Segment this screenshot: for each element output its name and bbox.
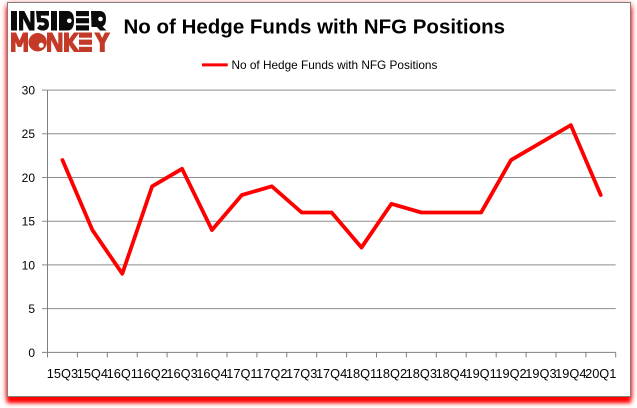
svg-text:5: 5 [28, 302, 35, 316]
svg-text:17Q1: 17Q1 [226, 366, 257, 381]
svg-text:16Q4: 16Q4 [196, 366, 227, 381]
svg-text:20Q1: 20Q1 [585, 366, 616, 381]
svg-text:No of Hedge Funds with NFG Pos: No of Hedge Funds with NFG Positions [232, 58, 438, 72]
svg-text:No of Hedge Funds with NFG Pos: No of Hedge Funds with NFG Positions [124, 16, 506, 39]
svg-text:16Q2: 16Q2 [137, 366, 168, 381]
svg-text:17Q2: 17Q2 [256, 366, 287, 381]
svg-text:17Q4: 17Q4 [316, 366, 347, 381]
svg-text:10: 10 [22, 258, 36, 272]
svg-text:17Q3: 17Q3 [286, 366, 317, 381]
svg-text:19Q1: 19Q1 [465, 366, 496, 381]
svg-text:25: 25 [22, 127, 36, 141]
svg-text:15Q4: 15Q4 [77, 366, 108, 381]
svg-text:20: 20 [22, 171, 36, 185]
svg-text:16Q1: 16Q1 [107, 366, 138, 381]
svg-text:16Q3: 16Q3 [166, 366, 197, 381]
svg-text:18Q1: 18Q1 [346, 366, 377, 381]
svg-text:15Q3: 15Q3 [47, 366, 78, 381]
svg-text:19Q3: 19Q3 [525, 366, 556, 381]
svg-text:15: 15 [22, 215, 36, 229]
svg-text:0: 0 [28, 346, 35, 360]
svg-text:18Q2: 18Q2 [376, 366, 407, 381]
svg-text:18Q3: 18Q3 [406, 366, 437, 381]
svg-text:19Q2: 19Q2 [495, 366, 526, 381]
svg-text:19Q4: 19Q4 [555, 366, 586, 381]
svg-text:30: 30 [22, 84, 36, 98]
svg-text:18Q4: 18Q4 [436, 366, 467, 381]
